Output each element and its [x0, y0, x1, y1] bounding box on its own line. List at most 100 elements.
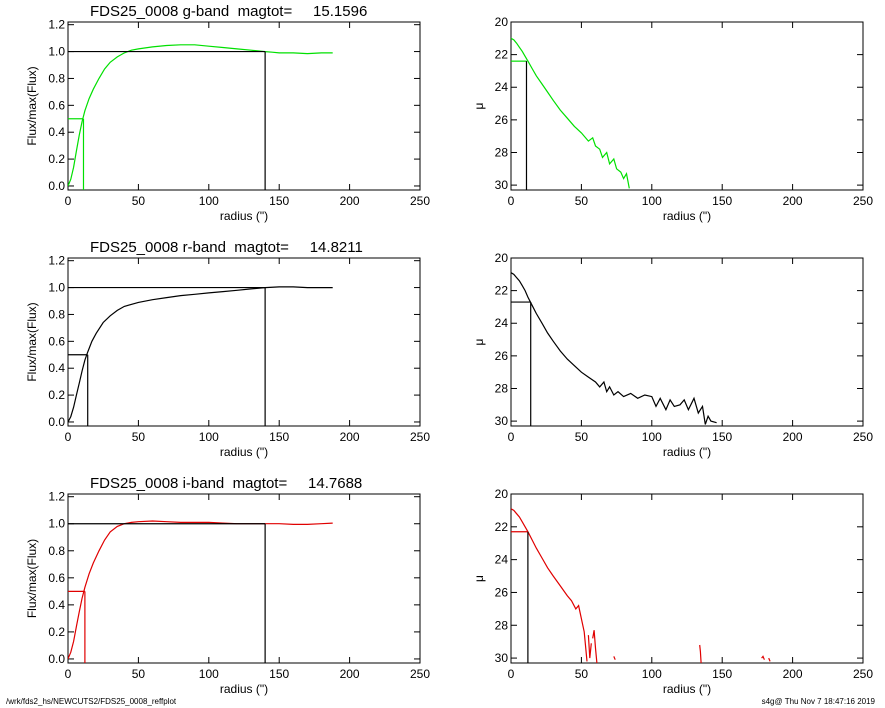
y-tick-label: 1.0 — [48, 45, 65, 59]
x-tick-label: 50 — [132, 430, 146, 444]
plot-area — [511, 37, 630, 190]
y-tick-label: 26 — [495, 349, 509, 363]
x-axis-label: radius (") — [663, 682, 711, 696]
x-tick-label: 250 — [410, 667, 430, 681]
chart-title: FDS25_0008 i-band magtot= 14.7688 — [90, 475, 362, 492]
x-tick-label: 0 — [65, 194, 72, 208]
x-tick-label: 250 — [410, 194, 430, 208]
x-tick-label: 100 — [199, 194, 219, 208]
x-tick-label: 50 — [575, 667, 589, 681]
x-tick-label: 50 — [575, 430, 589, 444]
series-fragment — [699, 644, 702, 663]
x-tick-label: 100 — [642, 194, 662, 208]
y-tick-label: 0.2 — [48, 152, 65, 166]
x-tick-label: 0 — [508, 667, 515, 681]
x-tick-label: 50 — [132, 194, 146, 208]
panel-g-growth: 0 50 100 150 200 250 0.0 0.2 0.4 0.6 0.8 1.0 1.2 radi… — [25, 3, 430, 223]
plot-frame — [510, 21, 864, 191]
x-tick-label: 250 — [853, 430, 873, 444]
x-tick-label: 0 — [508, 430, 515, 444]
x-axis-label: radius (") — [220, 445, 268, 459]
x-axis-label: radius (") — [220, 682, 268, 696]
x-tick-label: 200 — [340, 430, 360, 444]
series-line-i — [511, 508, 588, 662]
y-tick-label: 1.2 — [48, 254, 65, 268]
y-axis-label: μ — [472, 575, 486, 582]
x-tick-label: 0 — [508, 194, 515, 208]
y-axis-label: Flux/max(Flux) — [25, 302, 39, 381]
y-tick-label: 0.6 — [48, 334, 65, 348]
panel-g-profile: 0 50 100 150 200 250 20 22 24 26 28 30 radius (") μ — [472, 15, 873, 223]
chart-title: FDS25_0008 g-band magtot= 15.1596 — [90, 3, 367, 20]
y-tick-label: 28 — [495, 381, 509, 395]
y-axis-label: Flux/max(Flux) — [25, 539, 39, 618]
x-tick-label: 150 — [269, 430, 289, 444]
series-fragment — [592, 630, 598, 663]
x-tick-label: 200 — [783, 667, 803, 681]
plot-frame — [67, 21, 421, 191]
y-tick-label: 28 — [495, 618, 509, 632]
y-tick-label: 0.0 — [48, 179, 65, 193]
series-fragment — [761, 655, 765, 660]
x-tick-label: 100 — [199, 667, 219, 681]
y-tick-label: 20 — [495, 487, 509, 501]
plot-frame — [510, 493, 864, 664]
plot-frame — [67, 493, 421, 664]
y-tick-label: 26 — [495, 113, 509, 127]
plot-area — [511, 272, 717, 426]
y-tick-label: 1.0 — [48, 281, 65, 295]
x-tick-label: 250 — [853, 667, 873, 681]
x-tick-label: 50 — [132, 667, 146, 681]
y-tick-label: 30 — [495, 414, 509, 428]
x-tick-label: 0 — [65, 667, 72, 681]
y-tick-label: 1.2 — [48, 18, 65, 32]
x-tick-label: 100 — [642, 667, 662, 681]
y-tick-label: 0.4 — [48, 598, 65, 612]
y-tick-label: 0.0 — [48, 652, 65, 666]
panel-i-profile: 0 50 100 150 200 250 20 22 24 26 28 30 radius (") μ — [472, 487, 873, 696]
y-tick-label: 20 — [495, 251, 509, 265]
y-tick-label: 0.2 — [48, 625, 65, 639]
plot-frame — [510, 257, 864, 427]
x-tick-label: 200 — [783, 430, 803, 444]
x-tick-label: 250 — [853, 194, 873, 208]
panel-i-growth: 0 50 100 150 200 250 0.0 0.2 0.4 0.6 0.8 1.0 1.2 radi… — [25, 475, 430, 696]
panel-r-growth: 0 50 100 150 200 250 0.0 0.2 0.4 0.6 0.8 1.0 1.2 radi… — [25, 239, 430, 459]
x-axis-label: radius (") — [663, 445, 711, 459]
x-tick-label: 150 — [269, 194, 289, 208]
y-tick-label: 0.0 — [48, 415, 65, 429]
x-axis-label: radius (") — [220, 209, 268, 223]
y-tick-label: 30 — [495, 651, 509, 665]
chart-title: FDS25_0008 r-band magtot= 14.8211 — [90, 239, 363, 256]
x-tick-label: 0 — [65, 430, 72, 444]
series-line-i — [68, 520, 333, 660]
series-line-r — [511, 272, 717, 425]
y-tick-label: 0.8 — [48, 307, 65, 321]
x-tick-label: 200 — [340, 194, 360, 208]
y-tick-label: 22 — [495, 284, 509, 298]
footer-timestamp: s4g@ Thu Nov 7 18:47:16 2019 — [761, 697, 875, 706]
panel-r-profile: 0 50 100 150 200 250 20 22 24 26 28 30 radius (") μ — [472, 251, 873, 459]
series-fragment — [613, 656, 616, 660]
y-tick-label: 26 — [495, 585, 509, 599]
series-line-g — [511, 37, 630, 189]
y-tick-label: 0.4 — [48, 125, 65, 139]
y-axis-label: μ — [472, 338, 486, 345]
y-tick-label: 22 — [495, 520, 509, 534]
x-tick-label: 150 — [712, 667, 732, 681]
plot-area — [68, 44, 333, 190]
y-tick-label: 0.4 — [48, 361, 65, 375]
y-tick-label: 0.6 — [48, 98, 65, 112]
y-tick-label: 0.8 — [48, 71, 65, 85]
series-fragment — [587, 635, 592, 659]
y-tick-label: 0.6 — [48, 571, 65, 585]
y-tick-label: 1.0 — [48, 517, 65, 531]
x-tick-label: 50 — [575, 194, 589, 208]
x-tick-label: 150 — [712, 430, 732, 444]
x-tick-label: 200 — [783, 194, 803, 208]
footer-file-path: /wrk/fds2_hs/NEWCUTS2/FDS25_0008_reffplo… — [6, 697, 177, 706]
y-tick-label: 20 — [495, 15, 509, 29]
x-axis-label: radius (") — [663, 209, 711, 223]
y-tick-label: 24 — [495, 316, 509, 330]
